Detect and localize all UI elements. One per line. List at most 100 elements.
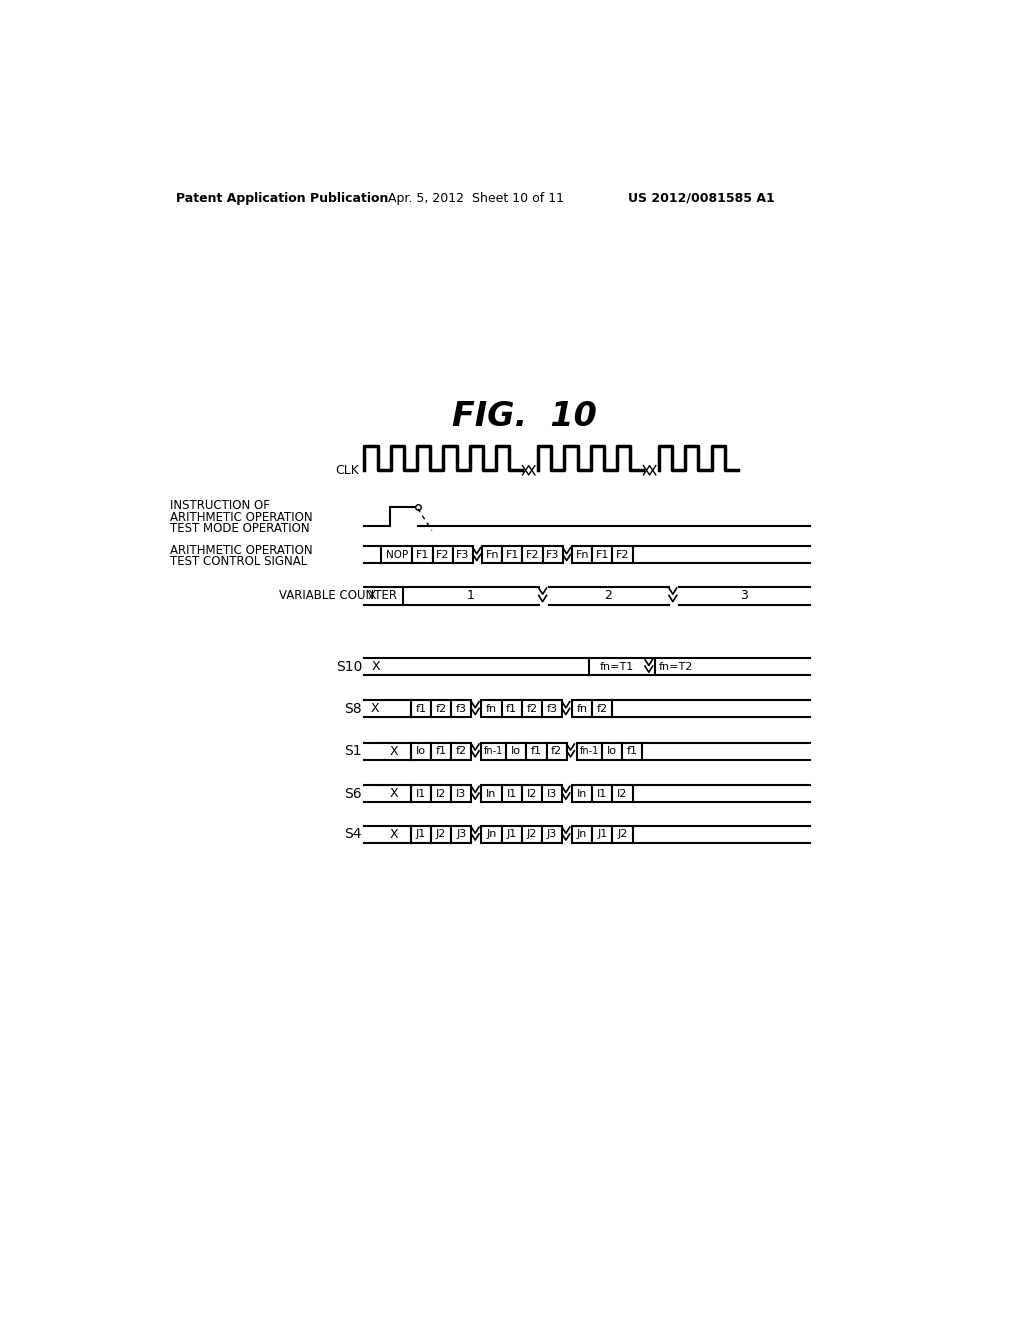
Bar [503, 546, 522, 564]
Text: J1: J1 [507, 829, 517, 840]
Text: X: X [372, 660, 381, 673]
Bar [481, 826, 502, 843]
Bar [381, 546, 413, 564]
Text: f2: f2 [435, 704, 446, 714]
Bar [577, 743, 601, 760]
Text: 3: 3 [740, 589, 749, 602]
Bar [432, 546, 453, 564]
Bar [431, 743, 452, 760]
Bar [526, 743, 547, 760]
Bar [506, 743, 526, 760]
Text: fn: fn [577, 704, 588, 714]
Bar [572, 701, 592, 718]
Text: In: In [577, 788, 588, 799]
Text: f3: f3 [547, 704, 557, 714]
Text: In: In [486, 788, 497, 799]
Bar [542, 701, 562, 718]
Bar [481, 785, 502, 803]
Bar [572, 785, 592, 803]
Text: F3: F3 [456, 550, 469, 560]
Text: Jn: Jn [486, 829, 497, 840]
Text: f1: f1 [435, 746, 446, 756]
Bar [502, 785, 521, 803]
Bar [592, 546, 612, 564]
Text: f1: f1 [530, 746, 542, 756]
Bar [592, 826, 612, 843]
Bar [522, 546, 543, 564]
Text: VARIABLE COUNTER: VARIABLE COUNTER [280, 589, 397, 602]
Bar [413, 546, 432, 564]
Text: F2: F2 [525, 550, 540, 560]
Text: S6: S6 [344, 787, 362, 801]
Text: 1: 1 [467, 589, 474, 602]
Text: F1: F1 [596, 550, 609, 560]
Bar [453, 546, 473, 564]
Text: Io: Io [606, 746, 616, 756]
Text: S10: S10 [336, 660, 362, 673]
Text: TEST CONTROL SIGNAL: TEST CONTROL SIGNAL [170, 556, 307, 569]
Text: US 2012/0081585 A1: US 2012/0081585 A1 [628, 191, 774, 205]
Bar [502, 701, 521, 718]
Text: S8: S8 [344, 702, 362, 715]
Bar [592, 785, 612, 803]
Text: Io: Io [511, 746, 521, 756]
Text: f2: f2 [551, 746, 562, 756]
Text: Apr. 5, 2012  Sheet 10 of 11: Apr. 5, 2012 Sheet 10 of 11 [388, 191, 563, 205]
Text: J1: J1 [416, 829, 426, 840]
Text: J3: J3 [456, 829, 466, 840]
Text: ARITHMETIC OPERATION: ARITHMETIC OPERATION [170, 544, 312, 557]
Text: X: X [390, 828, 398, 841]
Bar [502, 826, 521, 843]
Text: I3: I3 [547, 788, 557, 799]
Text: F3: F3 [546, 550, 559, 560]
Bar [542, 785, 562, 803]
Bar [612, 546, 633, 564]
Text: I2: I2 [526, 788, 537, 799]
Bar [452, 701, 471, 718]
Bar [592, 701, 612, 718]
Bar [547, 743, 566, 760]
Text: Io: Io [416, 746, 426, 756]
Bar [612, 826, 633, 843]
Bar [601, 743, 622, 760]
Text: X: X [368, 589, 377, 602]
Text: f3: f3 [456, 704, 467, 714]
Bar [411, 701, 431, 718]
Text: J2: J2 [436, 829, 446, 840]
Bar [572, 546, 592, 564]
Text: J2: J2 [617, 829, 628, 840]
Bar [622, 743, 642, 760]
Text: fn-1: fn-1 [484, 746, 504, 756]
Text: I2: I2 [617, 788, 628, 799]
Text: I1: I1 [416, 788, 426, 799]
Text: Fn: Fn [485, 550, 499, 560]
Text: NOP: NOP [386, 550, 408, 560]
Bar [452, 826, 471, 843]
Text: F1: F1 [416, 550, 429, 560]
Text: I1: I1 [507, 788, 517, 799]
Bar [482, 546, 503, 564]
Text: Fn: Fn [575, 550, 589, 560]
Text: fn=T2: fn=T2 [658, 661, 693, 672]
Text: 2: 2 [604, 589, 612, 602]
Text: TEST MODE OPERATION: TEST MODE OPERATION [170, 523, 309, 536]
Text: X: X [390, 787, 398, 800]
Bar [521, 785, 542, 803]
Text: fn: fn [486, 704, 497, 714]
Text: fn=T1: fn=T1 [600, 661, 634, 672]
Bar [411, 826, 431, 843]
Text: f1: f1 [627, 746, 637, 756]
Text: INSTRUCTION OF: INSTRUCTION OF [170, 499, 269, 512]
Bar [612, 785, 633, 803]
Text: X: X [390, 744, 398, 758]
Bar [543, 546, 563, 564]
Text: I2: I2 [436, 788, 446, 799]
Text: S1: S1 [344, 744, 362, 758]
Text: Jn: Jn [577, 829, 588, 840]
Bar [452, 743, 471, 760]
Text: f1: f1 [506, 704, 517, 714]
Bar [572, 826, 592, 843]
Bar [431, 826, 452, 843]
Text: S4: S4 [344, 828, 362, 841]
Text: I3: I3 [456, 788, 466, 799]
